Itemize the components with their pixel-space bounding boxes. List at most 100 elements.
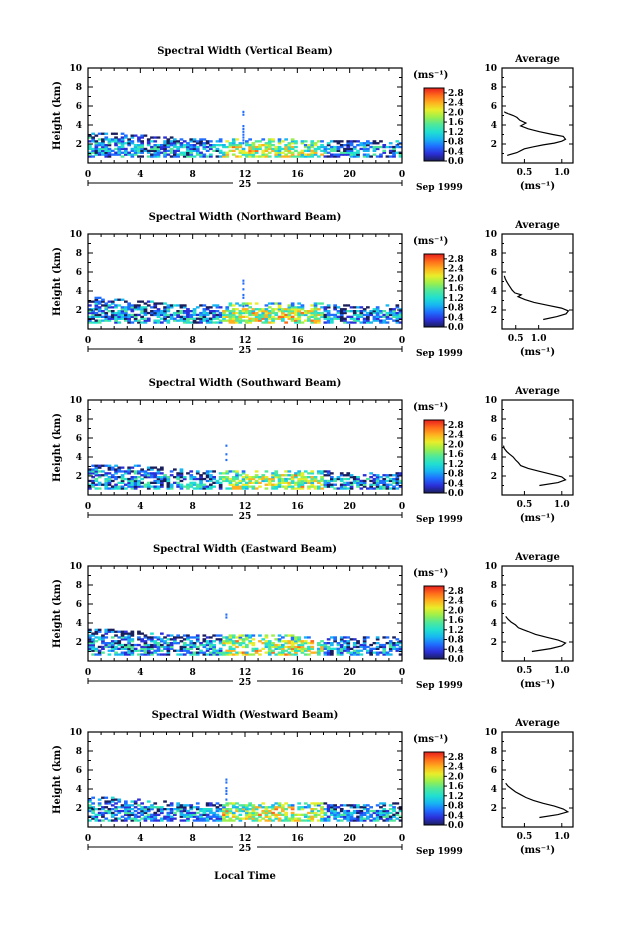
heatmap-cell — [94, 640, 99, 643]
heatmap-cell — [169, 811, 174, 815]
heatmap-cell — [114, 468, 118, 471]
colorbar-tick-label: 1.6 — [448, 450, 464, 460]
heatmap-cell — [294, 149, 298, 152]
heatmap-cell — [150, 153, 154, 156]
heatmap-cell — [290, 819, 295, 822]
heatmap-cell — [271, 144, 275, 147]
heatmap-cell — [218, 638, 223, 641]
heatmap-cell — [156, 643, 161, 647]
heatmap-cell — [231, 649, 236, 652]
heatmap-cell — [385, 636, 390, 639]
heatmap-cell — [372, 310, 377, 313]
heatmap-cell — [267, 306, 272, 309]
heatmap-cell — [382, 643, 387, 647]
heatmap-cell — [369, 311, 373, 315]
heatmap-cell — [362, 149, 367, 152]
heatmap-cell — [388, 477, 393, 481]
heatmap-cell — [330, 145, 334, 149]
heatmap-cell — [300, 151, 305, 154]
heatmap-cells — [88, 110, 403, 158]
heatmap-cell — [195, 815, 200, 818]
heatmap-cell — [173, 142, 177, 145]
heatmap-cell — [375, 142, 380, 145]
heatmap-cell — [163, 474, 167, 477]
heatmap-cell — [186, 804, 190, 807]
heatmap-cell — [254, 470, 259, 473]
heatmap-cell — [281, 308, 285, 311]
heatmap-cell — [101, 311, 105, 315]
heatmap-cell — [248, 321, 252, 324]
heatmap-cell — [346, 315, 351, 318]
heatmap-cell — [107, 149, 112, 152]
heatmap-cell — [137, 630, 141, 633]
heatmap-cell — [124, 819, 128, 822]
heatmap-cell — [375, 145, 380, 149]
x-axis-label: Local Time — [214, 871, 276, 882]
heatmap-cell — [225, 813, 230, 816]
heatmap-cell — [231, 476, 236, 479]
heatmap-cell — [153, 487, 158, 490]
heatmap-cell — [336, 819, 341, 822]
heatmap-cell — [326, 485, 331, 488]
heatmap-cell — [343, 304, 347, 307]
heatmap-cell — [110, 643, 115, 647]
heatmap-cell — [104, 796, 109, 799]
heatmap-cell — [320, 817, 324, 820]
heatmap-cell — [366, 804, 370, 807]
heatmap-cell — [146, 483, 151, 486]
heatmap-cell — [359, 310, 364, 313]
heatmap-cell — [88, 315, 92, 318]
heatmap-cell — [143, 321, 148, 324]
heatmap-cell — [238, 804, 243, 807]
heatmap-cell — [290, 302, 295, 305]
heatmap-cell — [241, 153, 246, 156]
date-day-label: 25 — [239, 346, 252, 356]
heatmap-cell — [133, 144, 138, 147]
heatmap-cell — [88, 474, 92, 477]
heatmap-cell — [124, 809, 128, 813]
heatmap-cell — [94, 815, 99, 818]
heatmap-cell — [209, 145, 213, 149]
heatmap-cell — [333, 317, 337, 320]
heatmap-cell — [366, 306, 370, 309]
heatmap-cell — [88, 470, 92, 473]
heatmap-cell — [251, 813, 256, 816]
heatmap-cell — [182, 647, 187, 650]
heatmap-cell — [349, 321, 354, 324]
heatmap-cell — [395, 643, 400, 647]
heatmap-cell — [163, 315, 167, 318]
heatmap-cell — [104, 809, 109, 813]
heatmap-cell — [94, 142, 99, 145]
heatmap-cell — [163, 151, 167, 154]
heatmap-cell — [271, 804, 275, 807]
heatmap-cell — [271, 315, 275, 318]
heatmap-cell — [130, 147, 135, 151]
heatmap-cell — [323, 802, 328, 805]
avg-x-axis-label: (ms⁻¹) — [520, 347, 555, 358]
heatmap-cell — [297, 313, 301, 317]
heatmap-cell — [242, 125, 245, 128]
heatmap-cell — [117, 153, 122, 156]
heatmap-cell — [392, 155, 396, 158]
heatmap-cell — [202, 483, 207, 486]
heatmap-cell — [317, 155, 321, 158]
heatmap-cell — [241, 485, 246, 488]
heatmap-cell — [264, 643, 269, 647]
heatmap-cell — [303, 145, 308, 149]
heatmap-cell — [317, 813, 321, 816]
heatmap-cell — [209, 804, 213, 807]
heatmap-cell — [231, 811, 236, 815]
heatmap-cell — [176, 806, 180, 809]
heatmap-cell — [173, 304, 177, 307]
heatmap-cell — [379, 315, 383, 318]
heatmap-cell — [228, 149, 233, 152]
heatmap-cell — [248, 313, 252, 317]
colorbar-tick-label: 0.0 — [448, 821, 464, 831]
heatmap-cell — [166, 481, 171, 484]
heatmap-cell — [375, 815, 380, 818]
heatmap-cell — [356, 476, 360, 479]
heatmap-cell — [385, 809, 390, 813]
heatmap-cell — [88, 145, 92, 149]
heatmap-cell — [179, 468, 184, 471]
heatmap-cell — [366, 651, 370, 654]
